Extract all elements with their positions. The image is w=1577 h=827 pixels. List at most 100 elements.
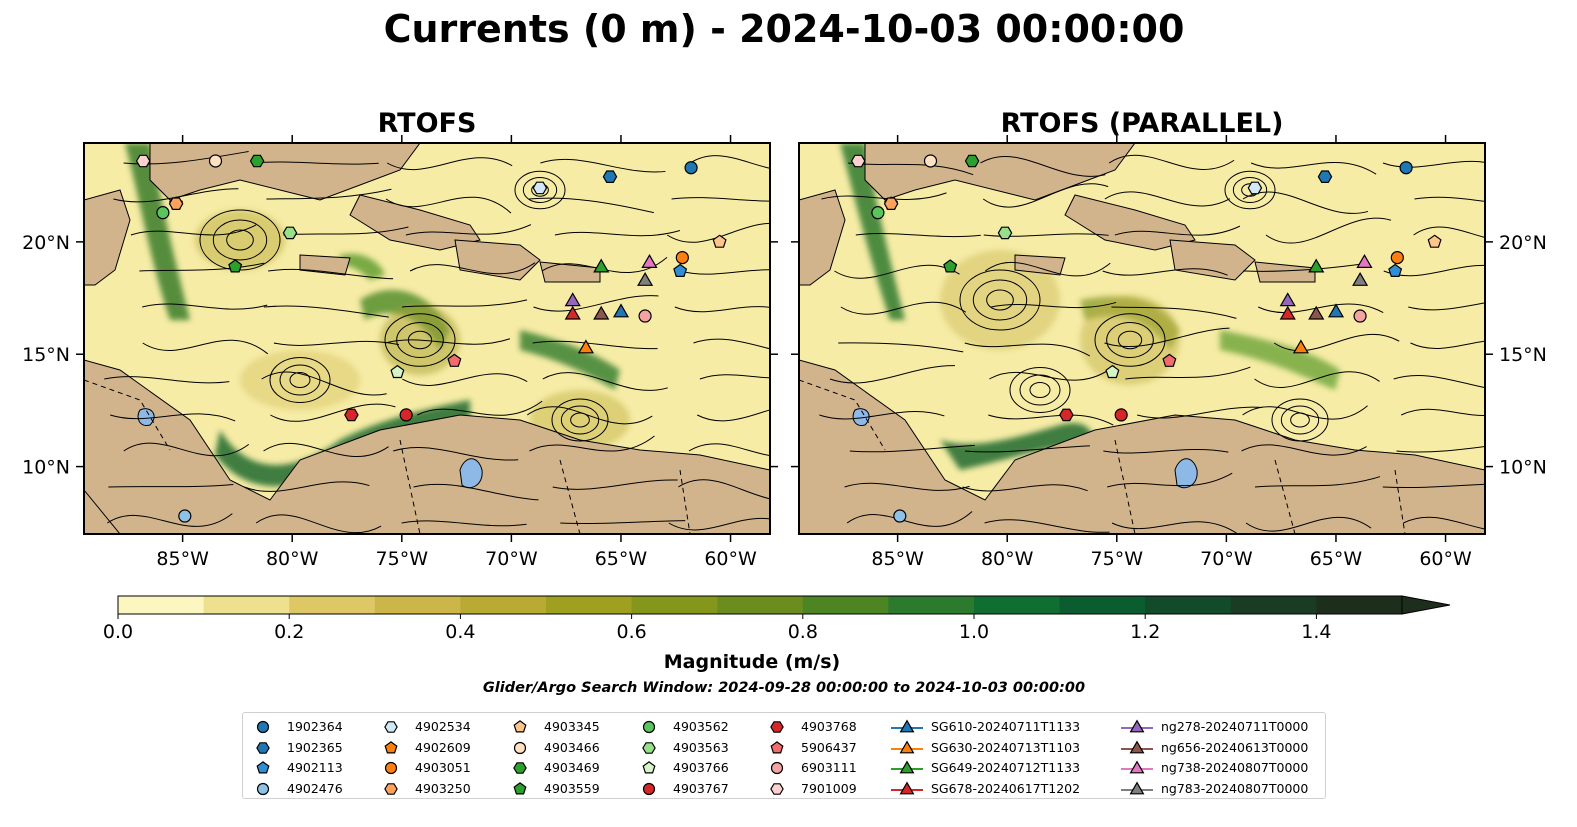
marker-4903250 xyxy=(883,197,899,210)
marker-4903563 xyxy=(997,226,1013,240)
marker-5906437 xyxy=(447,353,462,367)
streamline xyxy=(1125,366,1251,380)
marker-4903345 xyxy=(712,234,727,248)
streamline xyxy=(1102,268,1228,276)
eddy-streamline xyxy=(226,229,254,251)
colorbar-bin xyxy=(802,596,889,614)
marker-4903766 xyxy=(390,364,405,379)
marker-ng738-20240807T0000 xyxy=(1356,254,1373,268)
legend-label: 4902113 xyxy=(287,760,343,775)
streamline xyxy=(1103,448,1229,454)
streamline xyxy=(253,161,379,165)
colorbar-bin xyxy=(888,596,975,614)
streamline xyxy=(1111,521,1238,534)
legend-marker-icon xyxy=(891,719,923,733)
streamline xyxy=(393,447,519,461)
colorbar-bin xyxy=(203,596,290,614)
streamline xyxy=(270,403,396,422)
lon-tick-label: 85°W xyxy=(871,548,924,570)
streamline xyxy=(1108,154,1235,170)
streamline xyxy=(1273,334,1400,352)
legend-label: 4903767 xyxy=(673,780,729,796)
streamline xyxy=(693,338,770,350)
country-borders xyxy=(799,379,1406,534)
legend-marker xyxy=(899,719,915,733)
legend-marker xyxy=(384,740,398,753)
legend-label: 4903766 xyxy=(673,760,729,775)
eddy-streamline xyxy=(1232,177,1268,203)
lon-tick-label: 80°W xyxy=(981,548,1034,570)
legend-label: 4902534 xyxy=(415,719,471,734)
lon-tick-label: 65°W xyxy=(595,548,648,570)
legend-marker-icon xyxy=(770,782,784,795)
marker-4903469 xyxy=(964,154,980,168)
colorbar-bin xyxy=(974,596,1061,614)
legend-marker-icon xyxy=(256,720,270,734)
streamline xyxy=(671,197,770,202)
legend-marker xyxy=(256,720,270,734)
marker-ng738-20240807T0000 xyxy=(641,254,658,268)
marker-4903562 xyxy=(871,206,885,220)
streamline xyxy=(261,371,387,396)
marker-7901009 xyxy=(135,154,151,168)
legend-marker-icon xyxy=(513,720,527,733)
legend-label: ng278-20240711T0000 xyxy=(1161,719,1309,734)
eddy-streamline xyxy=(1019,374,1061,406)
marker-SG630-20240713T1103 xyxy=(1292,339,1309,354)
marker-5906437 xyxy=(1162,353,1177,367)
legend-marker-icon xyxy=(256,782,270,795)
streamline xyxy=(405,224,532,236)
legend-marker xyxy=(256,782,270,795)
marker-ng656-20240613T0000 xyxy=(593,305,610,320)
figure-title: Currents (0 m) - 2024-10-03 00:00:00 xyxy=(384,7,1185,51)
legend-marker xyxy=(1129,719,1145,733)
legend-marker xyxy=(642,741,656,754)
streamline xyxy=(688,443,770,456)
legend-marker-icon xyxy=(513,741,527,754)
lat-axis-right: 20°N 15°N 10°N xyxy=(791,232,1547,479)
marker-ng278-20240711T0000 xyxy=(1279,292,1296,307)
country-borders xyxy=(84,379,691,534)
streamline xyxy=(983,233,1109,237)
streamline xyxy=(1241,444,1367,456)
legend-marker xyxy=(513,781,527,794)
legend-label: 4902609 xyxy=(415,739,471,755)
lat-tick-label: 20°N xyxy=(1499,232,1547,254)
eddy-streamline xyxy=(269,357,331,403)
streamline xyxy=(104,376,230,384)
legend-marker xyxy=(899,739,915,753)
legend-marker xyxy=(1129,780,1145,794)
streamline xyxy=(1254,371,1380,388)
map-frame xyxy=(83,142,771,535)
legend-marker-icon xyxy=(891,780,923,794)
legend-label: 4903562 xyxy=(673,719,729,734)
streamline xyxy=(962,484,1088,492)
streamline xyxy=(855,233,981,238)
legend-marker xyxy=(256,741,270,754)
marker-1902365 xyxy=(1317,170,1333,183)
eddy-streamline xyxy=(570,412,590,428)
colorbar-tick-label: 0.6 xyxy=(616,621,646,643)
eddy-streamline xyxy=(986,289,1014,311)
marker-4902113 xyxy=(673,263,688,277)
colorbar-bin xyxy=(374,596,461,614)
streamlines xyxy=(819,154,1485,534)
streamline xyxy=(533,295,659,312)
marker-1902364 xyxy=(1399,161,1413,175)
streamline xyxy=(1114,225,1241,236)
legend-label: 4903051 xyxy=(415,760,471,775)
current-magnitude-field xyxy=(125,143,630,487)
streamline xyxy=(1382,483,1485,489)
streamline xyxy=(840,301,967,315)
streamline xyxy=(697,409,770,422)
eddy-streamline xyxy=(551,398,609,442)
streamline xyxy=(1414,196,1485,202)
legend-marker-icon xyxy=(1121,719,1153,733)
lat-axis-left: 20°N 15°N 10°N xyxy=(22,232,778,479)
legend-marker xyxy=(642,720,656,734)
legend-marker-icon xyxy=(256,741,270,754)
colorbar-ticks: 0.0 0.2 0.4 0.6 0.8 1.0 1.2 1.4 xyxy=(103,614,1332,643)
streamline xyxy=(255,514,382,534)
legend-marker-icon xyxy=(384,721,398,733)
eddy-streamline xyxy=(384,313,456,367)
